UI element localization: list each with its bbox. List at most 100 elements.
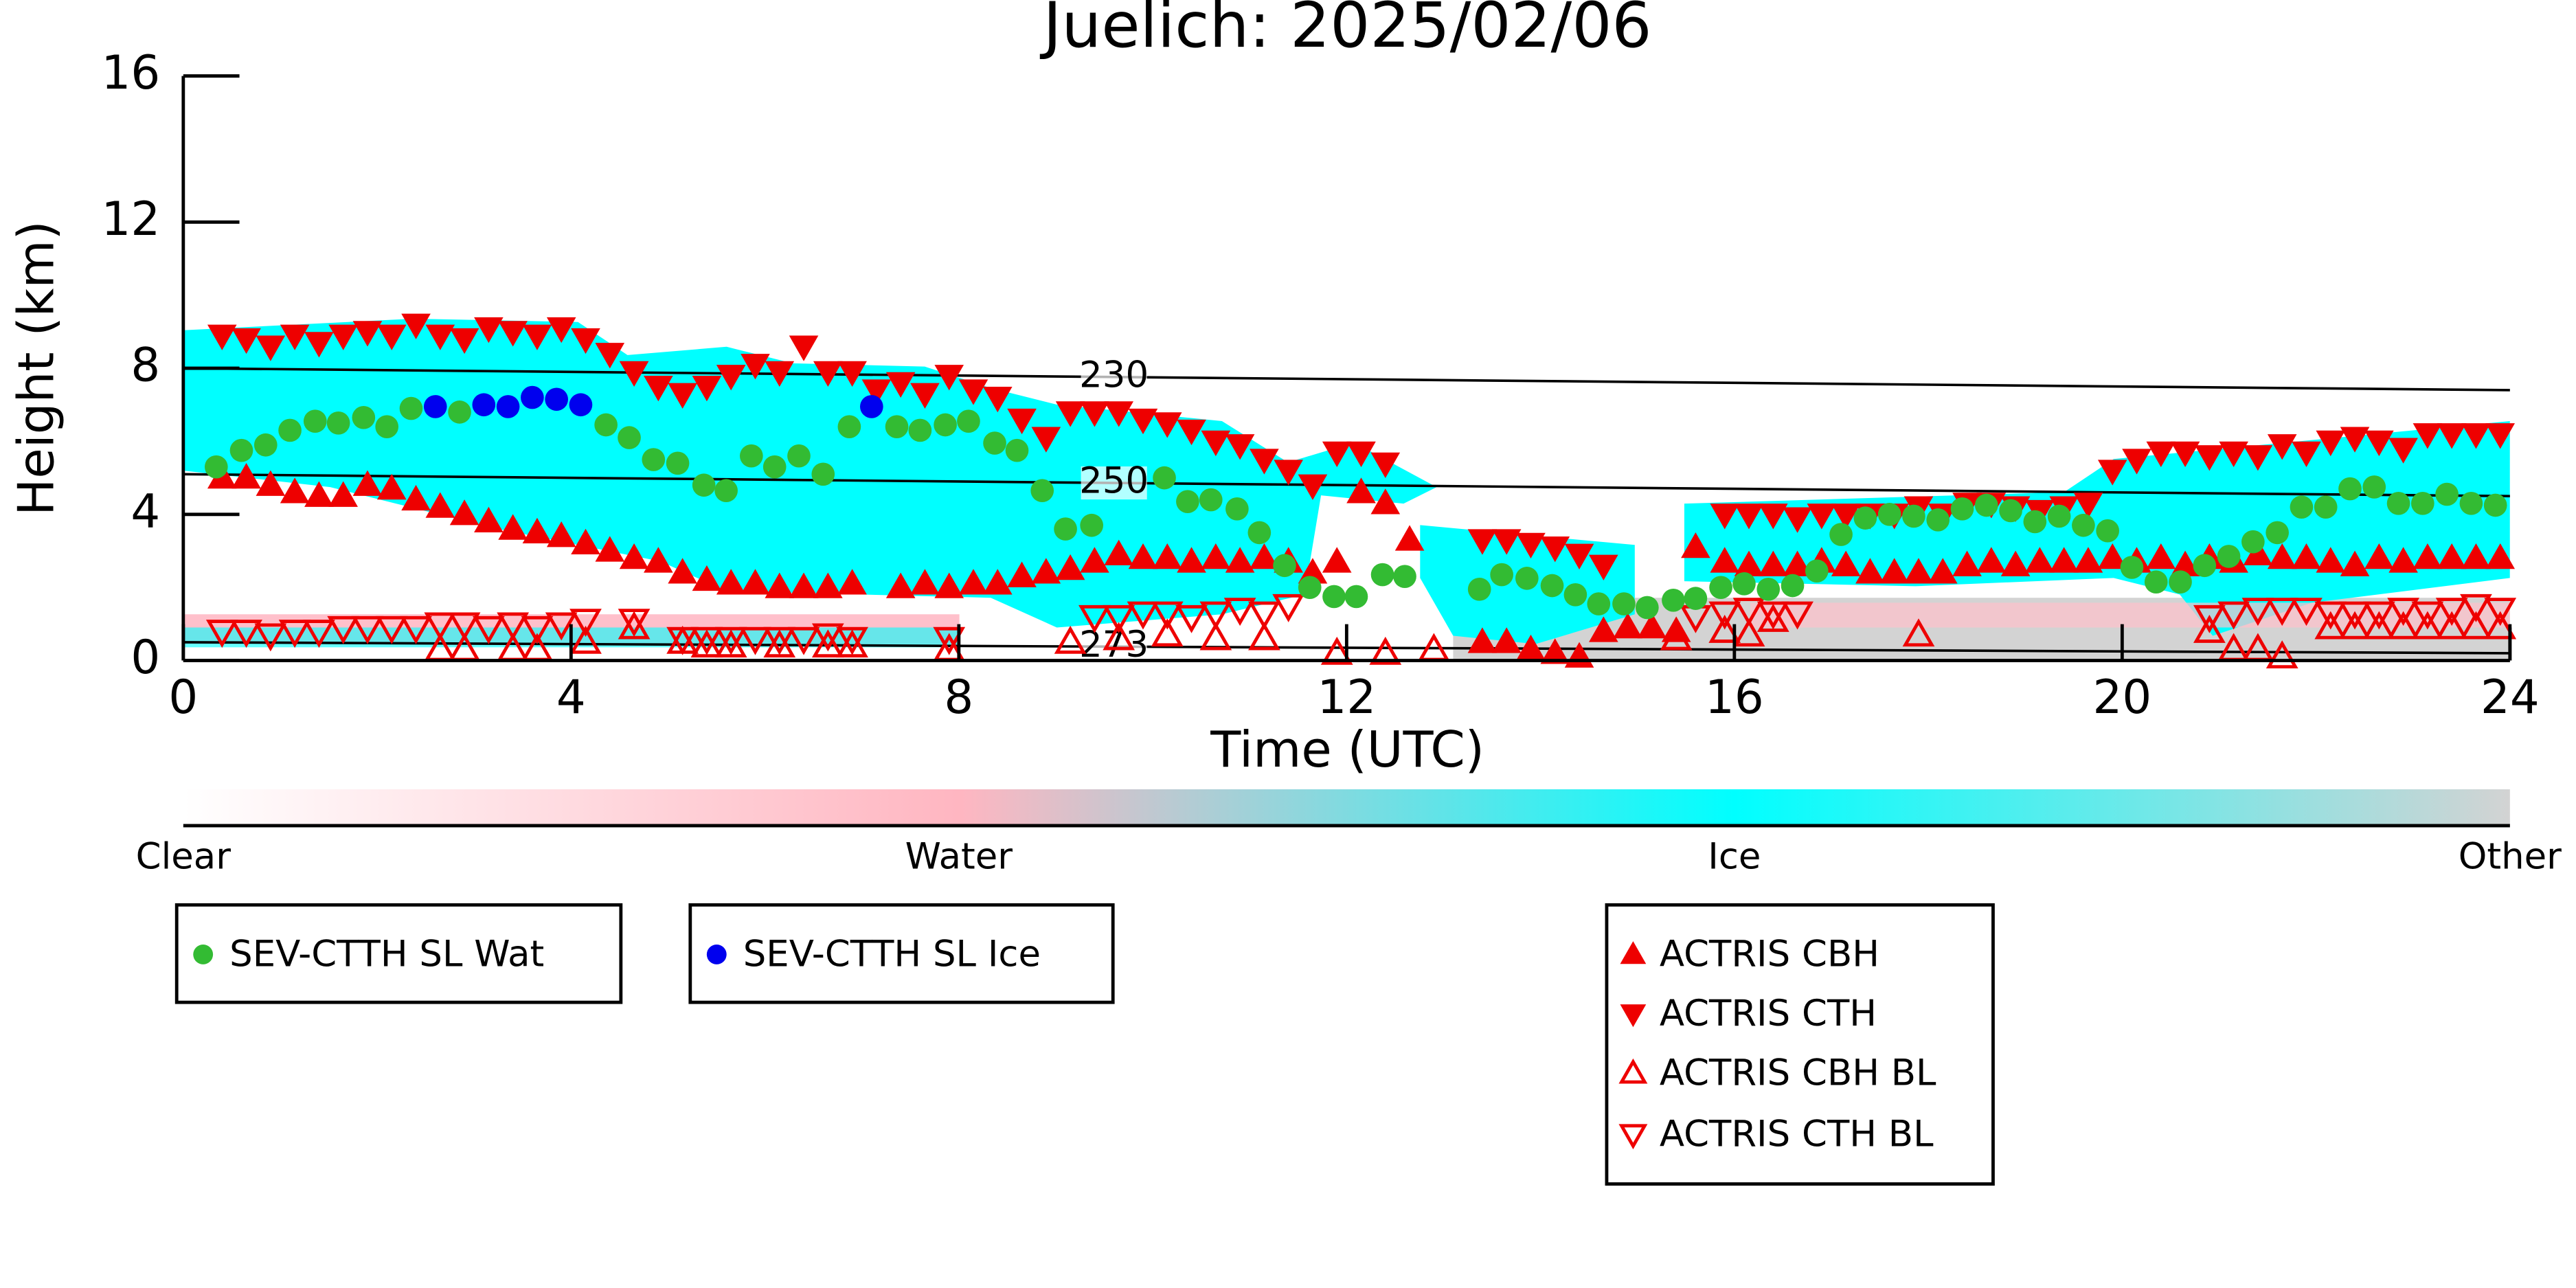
data-point: [2073, 493, 2103, 519]
data-point: [2266, 640, 2298, 669]
data-point: [2437, 423, 2467, 449]
data-point: [231, 462, 261, 489]
data-point: [253, 433, 278, 457]
data-point: [2316, 430, 2346, 457]
data-point: [472, 615, 505, 644]
data-point: [256, 470, 286, 496]
contour-label: 250: [1079, 460, 1149, 502]
data-point: [595, 343, 625, 369]
data-point: [1710, 504, 1740, 530]
data-point: [1055, 401, 1085, 427]
data-point: [739, 626, 771, 655]
data-point: [811, 629, 844, 658]
x-tick-label: 16: [1705, 670, 1764, 724]
data-point: [859, 395, 883, 418]
data-point: [1152, 412, 1182, 438]
data-point: [546, 317, 576, 343]
data-point: [2460, 594, 2492, 622]
data-point: [230, 620, 262, 648]
data-point: [690, 629, 723, 658]
x-tick-label: 24: [2481, 670, 2540, 724]
data-point: [1540, 638, 1570, 664]
data-point: [2364, 543, 2394, 569]
data-point: [1855, 558, 1885, 584]
data-point: [231, 328, 261, 354]
data-point: [204, 455, 228, 479]
data-point: [595, 536, 625, 562]
data-point: [1877, 502, 1901, 526]
data-point: [1902, 504, 1925, 528]
data-point: [1199, 622, 1232, 651]
data-point: [644, 376, 673, 402]
x-tick-label: 20: [2093, 670, 2152, 724]
data-point: [1490, 563, 1513, 587]
data-point: [1152, 543, 1182, 569]
data-point: [1394, 525, 1425, 551]
data-point: [1199, 601, 1232, 630]
data-point: [692, 473, 716, 497]
data-point: [1104, 539, 1133, 565]
data-point: [837, 361, 867, 387]
data-point: [425, 324, 455, 350]
data-point: [765, 361, 795, 387]
data-point: [1708, 601, 1741, 630]
data-point: [497, 612, 530, 641]
data-point: [934, 572, 964, 598]
data-point: [1031, 427, 1061, 453]
data-point: [1103, 622, 1136, 651]
data-point: [2073, 547, 2103, 573]
data-point: [1781, 574, 1805, 598]
data-point: [278, 620, 311, 648]
data-point: [254, 623, 287, 652]
data-point: [1732, 618, 1765, 647]
y-tick-label: 8: [131, 339, 160, 392]
data-point: [765, 572, 795, 598]
data-point: [837, 415, 861, 438]
data-point: [207, 324, 237, 350]
data-point: [1007, 408, 1037, 435]
data-point: [1756, 578, 1781, 601]
contour-line: [183, 473, 2510, 498]
data-point: [2120, 556, 2144, 579]
data-point: [2144, 570, 2168, 594]
data-point: [1346, 477, 1376, 504]
colorbar-label: Other: [2459, 836, 2562, 878]
data-point: [1515, 567, 1539, 590]
y-tick-label: 4: [131, 484, 160, 538]
data-point: [2025, 547, 2055, 573]
data-point: [1950, 497, 1974, 521]
data-point: [1732, 572, 1756, 596]
data-point: [376, 324, 407, 350]
data-point: [1225, 547, 1255, 573]
data-point: [2411, 611, 2444, 640]
data-point: [1589, 616, 1618, 642]
data-point: [2096, 519, 2120, 543]
data-point: [910, 383, 940, 409]
data-point: [2338, 611, 2371, 640]
data-point: [474, 317, 504, 343]
data-point: [1879, 558, 1909, 584]
data-point: [1637, 613, 1667, 639]
data-point: [1031, 558, 1061, 584]
data-point: [762, 455, 787, 479]
data-point: [813, 361, 843, 387]
data-point: [741, 569, 770, 595]
data-point: [1491, 529, 1522, 555]
data-point: [1250, 449, 1279, 475]
data-point: [569, 609, 602, 637]
data-point: [618, 609, 651, 637]
data-point: [789, 572, 819, 598]
legend-label: ACTRIS CBH: [1660, 933, 1879, 975]
data-point: [619, 543, 649, 569]
data-point: [278, 418, 302, 442]
data-point: [2217, 545, 2241, 568]
data-point: [1589, 554, 1618, 580]
data-point: [1734, 504, 1764, 530]
data-point: [1928, 558, 1958, 584]
data-point: [861, 379, 892, 405]
data-point: [399, 396, 423, 420]
data-point: [400, 615, 432, 644]
data-point: [2435, 611, 2468, 640]
data-point: [425, 492, 455, 518]
